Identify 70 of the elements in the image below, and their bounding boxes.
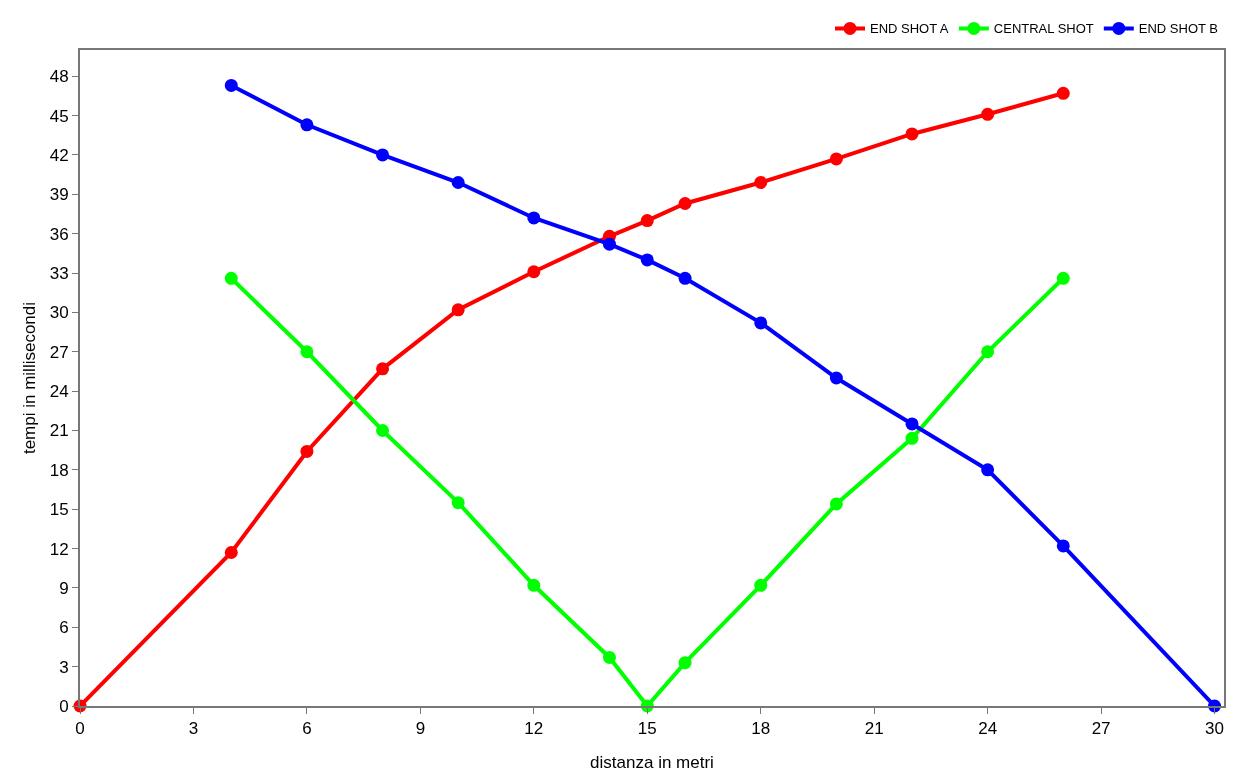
point (754, 316, 768, 330)
point (981, 107, 995, 121)
point (300, 118, 314, 132)
point (376, 423, 390, 437)
y-tick-label: 18 (49, 460, 69, 480)
legend-label: END SHOT A (870, 21, 949, 37)
point (905, 417, 919, 431)
point (602, 237, 616, 251)
point (829, 371, 843, 385)
point (224, 546, 238, 559)
point (1056, 86, 1070, 100)
point (640, 253, 654, 267)
point (527, 211, 541, 225)
point (1056, 271, 1070, 285)
point (527, 578, 541, 592)
y-tick-label: 0 (59, 696, 69, 716)
point (678, 656, 692, 670)
y-axis-title: tempi in millisecondi (20, 301, 39, 455)
point (224, 78, 238, 92)
y-tick-label: 6 (59, 618, 69, 638)
y-tick-label: 21 (49, 421, 69, 441)
x-tick-label: 30 (1205, 719, 1225, 739)
x-axis-title: distanza in metri (590, 753, 714, 772)
y-tick-label: 39 (49, 185, 69, 205)
point (640, 214, 654, 228)
point (754, 176, 768, 189)
x-tick-label: 21 (864, 719, 884, 739)
y-tick-label: 27 (49, 342, 69, 362)
x-tick-label: 9 (415, 719, 426, 739)
y-tick-label: 36 (49, 224, 69, 244)
y-tick-label: 15 (49, 500, 69, 520)
legend-label: END SHOT B (1138, 21, 1219, 37)
y-tick-label: 3 (59, 657, 69, 677)
point (981, 463, 995, 477)
point (300, 345, 314, 359)
y-tick-label: 30 (49, 303, 69, 323)
point (527, 265, 541, 279)
point (451, 176, 465, 189)
x-tick-label: 27 (1091, 719, 1111, 739)
x-tick-label: 3 (188, 719, 199, 739)
x-tick-label: 0 (75, 719, 85, 739)
point (376, 148, 390, 162)
point (981, 345, 995, 359)
y-tick-label: 24 (49, 382, 69, 402)
x-tick-label: 15 (637, 719, 657, 739)
point (300, 444, 314, 458)
x-tick-label: 6 (302, 719, 312, 739)
x-tick-label: 12 (524, 719, 544, 739)
y-tick-label: 33 (49, 263, 69, 283)
y-tick-label: 42 (49, 145, 69, 165)
point (678, 197, 692, 210)
point (829, 497, 843, 511)
point (678, 271, 692, 285)
y-tick-label: 9 (59, 578, 69, 598)
point (905, 431, 919, 445)
legend-label: CENTRAL SHOT (993, 21, 1094, 37)
y-tick-label: 12 (49, 539, 69, 559)
point (224, 271, 238, 285)
point (829, 152, 843, 166)
point (754, 578, 768, 592)
x-tick-label: 18 (751, 719, 771, 739)
point (1056, 539, 1070, 553)
point (451, 496, 465, 510)
x-tick-label: 24 (978, 719, 998, 739)
point (376, 362, 390, 376)
y-tick-label: 45 (49, 106, 69, 126)
point (451, 303, 465, 317)
point (905, 127, 919, 141)
point (602, 650, 616, 664)
y-tick-label: 48 (49, 67, 69, 87)
